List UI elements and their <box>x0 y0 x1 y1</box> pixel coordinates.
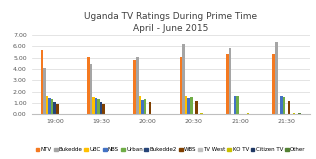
Legend: NTV, Bukedde, UBC, NBS, Urban, Bukedde2, WBS, TV West, KO TV, Citizen TV, Other: NTV, Bukedde, UBC, NBS, Urban, Bukedde2,… <box>33 145 308 155</box>
Bar <box>136 57 138 114</box>
Bar <box>288 101 290 114</box>
Bar <box>180 57 182 114</box>
Bar <box>187 98 190 114</box>
Title: Uganda TV Ratings During Prime Time
April - June 2015: Uganda TV Ratings During Prime Time Apri… <box>84 12 257 33</box>
Bar <box>46 96 48 114</box>
Bar <box>95 98 97 114</box>
Bar <box>185 96 187 114</box>
Bar <box>102 104 105 114</box>
Bar <box>90 64 92 114</box>
Bar <box>234 96 236 114</box>
Bar <box>53 102 56 114</box>
Bar <box>144 99 146 114</box>
Bar <box>92 97 95 114</box>
Bar <box>56 104 58 114</box>
Bar <box>48 98 51 114</box>
Bar <box>97 99 100 114</box>
Bar <box>229 48 231 114</box>
Bar <box>100 102 102 114</box>
Bar <box>272 54 275 114</box>
Bar <box>149 102 151 114</box>
Bar <box>293 113 295 114</box>
Bar <box>182 44 185 114</box>
Bar <box>133 60 136 114</box>
Bar <box>298 113 301 114</box>
Bar <box>283 97 285 114</box>
Bar <box>200 113 203 114</box>
Bar <box>138 96 141 114</box>
Bar <box>226 54 229 114</box>
Bar <box>275 42 277 114</box>
Bar <box>87 57 90 114</box>
Bar <box>41 50 43 114</box>
Bar <box>236 96 239 114</box>
Bar <box>280 96 283 114</box>
Bar <box>246 113 249 114</box>
Bar <box>195 101 198 114</box>
Bar <box>190 97 192 114</box>
Bar <box>51 99 53 114</box>
Bar <box>141 100 144 114</box>
Bar <box>43 69 46 114</box>
